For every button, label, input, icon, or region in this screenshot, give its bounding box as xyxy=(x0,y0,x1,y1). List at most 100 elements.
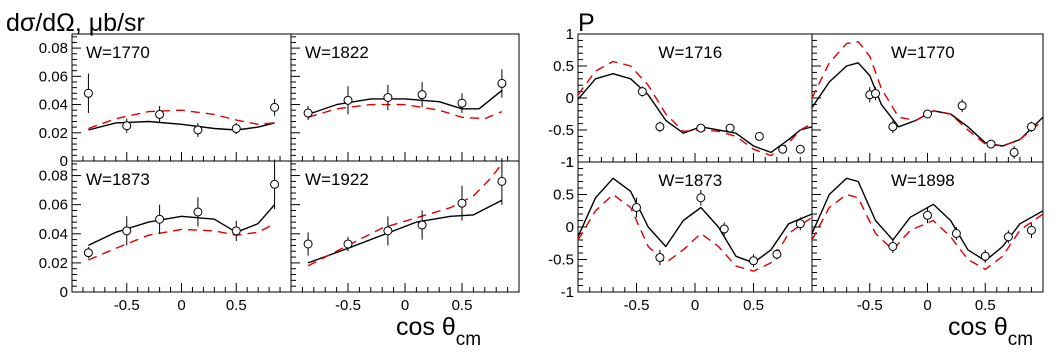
data-point xyxy=(796,145,804,153)
model-curve-dashed xyxy=(88,110,274,128)
y-tick-label: 0 xyxy=(60,284,68,301)
model-curve-solid xyxy=(88,122,274,131)
panel-xs-1922: -0.5 0 0.5 W=1922 xyxy=(291,158,519,314)
data-point xyxy=(773,250,781,258)
x-tick-label: 0 xyxy=(401,297,409,314)
y-tick-label: 0.08 xyxy=(39,40,68,57)
panel-label: W=1898 xyxy=(891,171,955,190)
data-point xyxy=(889,123,897,131)
model-curve-dashed xyxy=(578,62,812,156)
data-point xyxy=(924,110,932,118)
left-figure-title: dσ/dΩ, μb/sr xyxy=(6,9,145,37)
y-tick-label: 0.06 xyxy=(39,68,68,85)
data-point xyxy=(750,257,758,265)
panel-label: W=1873 xyxy=(86,170,150,189)
data-point xyxy=(638,88,646,96)
model-curve-dashed xyxy=(308,105,502,119)
data-point xyxy=(84,249,92,257)
y-tick-label: 0.06 xyxy=(39,197,68,214)
data-point xyxy=(1027,123,1035,131)
y-tick-label: 0 xyxy=(566,90,574,107)
panel-p-1770: W=1770 xyxy=(812,34,1043,162)
data-point xyxy=(952,230,960,238)
data-point xyxy=(958,102,966,110)
x-tick-label: 0.5 xyxy=(743,297,764,314)
data-point xyxy=(697,194,705,202)
data-point xyxy=(194,208,202,216)
y-tick-label: 1 xyxy=(566,26,574,43)
data-point xyxy=(755,132,763,140)
x-tick-label: -0.5 xyxy=(624,297,650,314)
data-point xyxy=(633,204,641,212)
data-point xyxy=(458,199,466,207)
data-point xyxy=(194,126,202,134)
model-curve-solid xyxy=(812,63,1043,146)
x-tick-label: -0.5 xyxy=(114,297,140,314)
model-curve-solid xyxy=(578,74,812,153)
y-tick-label: -0.5 xyxy=(548,122,574,139)
panel-label: W=1922 xyxy=(305,170,369,189)
data-point xyxy=(924,211,932,219)
y-tick-label: 0.02 xyxy=(39,125,68,142)
y-tick-label: 0 xyxy=(566,219,574,236)
data-point xyxy=(271,103,279,111)
data-point xyxy=(418,221,426,229)
y-tick-label: 0.02 xyxy=(39,255,68,272)
data-point xyxy=(271,180,279,188)
data-point xyxy=(498,79,506,87)
data-point xyxy=(656,123,664,131)
x-tick-label: 0.5 xyxy=(452,297,473,314)
x-tick-label: 0 xyxy=(691,297,699,314)
data-point xyxy=(697,124,705,132)
data-point xyxy=(384,227,392,235)
right-figure-title: P xyxy=(578,9,595,37)
y-tick-label: 0.08 xyxy=(39,168,68,185)
data-point xyxy=(123,227,131,235)
panel-xs-1822: W=1822 xyxy=(291,34,519,161)
model-curve-dashed xyxy=(578,195,812,272)
data-point xyxy=(498,177,506,185)
data-point xyxy=(84,89,92,97)
y-tick-label: 1 xyxy=(566,154,574,171)
data-point xyxy=(981,252,989,260)
data-point xyxy=(458,99,466,107)
y-tick-label: -1 xyxy=(561,284,574,301)
data-point xyxy=(796,220,804,228)
model-curve-solid xyxy=(308,90,502,114)
panel-xs-1873: 00.020.040.060.08-0.5 0 0.5W=1873 xyxy=(39,160,291,314)
y-tick-label: 0.5 xyxy=(553,187,574,204)
data-point xyxy=(1027,226,1035,234)
left-x-axis-label: cos θcm xyxy=(396,313,481,350)
data-point xyxy=(123,122,131,130)
x-tick-label: -0.5 xyxy=(857,297,883,314)
panel-xs-1770: 0 0.02 0.04 0.06 0.08 W=1770 xyxy=(39,34,291,170)
data-point xyxy=(156,215,164,223)
data-point xyxy=(656,254,664,262)
panel-label: W=1716 xyxy=(658,43,722,62)
data-point xyxy=(344,240,352,248)
data-point xyxy=(1004,233,1012,241)
data-point xyxy=(384,94,392,102)
model-curve-solid xyxy=(88,205,274,246)
x-tick-label: -0.5 xyxy=(335,297,361,314)
right-x-axis-label: cos θcm xyxy=(948,313,1033,350)
model-curve-solid xyxy=(308,200,502,263)
data-point xyxy=(156,110,164,118)
x-tick-label: 0.5 xyxy=(226,297,247,314)
data-point xyxy=(232,125,240,133)
data-point xyxy=(720,225,728,233)
y-tick-label: 0.04 xyxy=(39,226,68,243)
x-tick-label: 0 xyxy=(923,297,931,314)
y-tick-label: 0.5 xyxy=(553,58,574,75)
data-point xyxy=(418,91,426,99)
data-point xyxy=(726,124,734,132)
data-point xyxy=(987,140,995,148)
panel-label: W=1873 xyxy=(658,171,722,190)
data-point xyxy=(304,240,312,248)
data-point xyxy=(232,227,240,235)
x-tick-label: 0.5 xyxy=(975,297,996,314)
y-tick-label: 0.04 xyxy=(39,97,68,114)
panel-label: W=1770 xyxy=(86,43,150,62)
data-point xyxy=(872,90,880,98)
